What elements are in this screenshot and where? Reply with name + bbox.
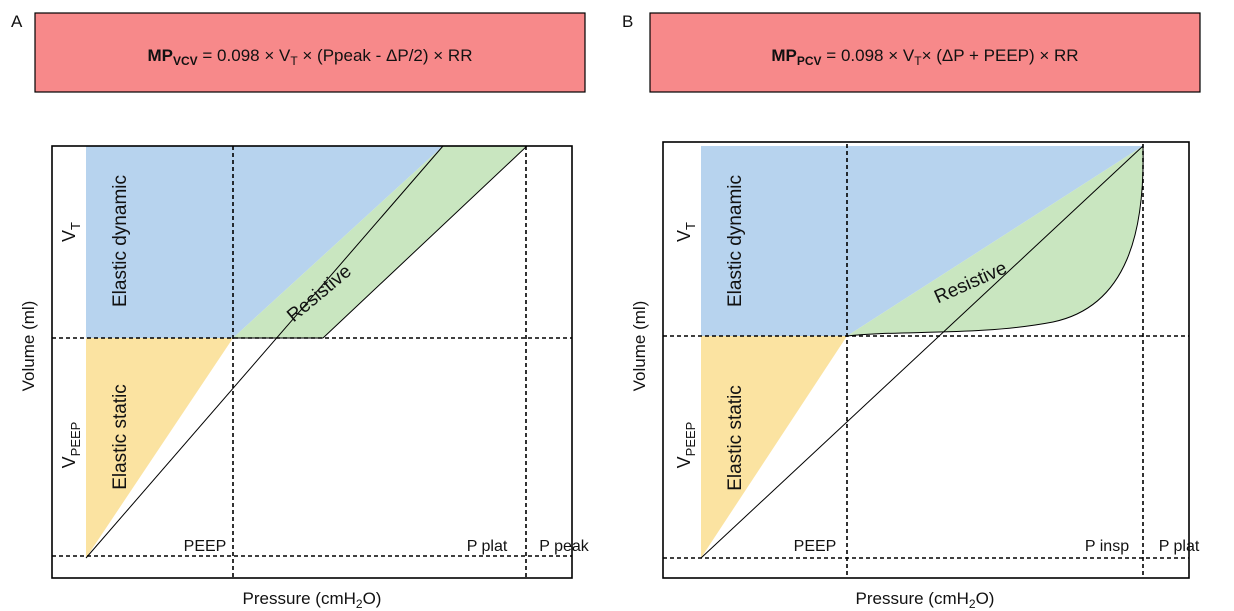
panel-a-y-axis-title: Volume (ml): [19, 301, 38, 392]
panel-a-peep-tick: PEEP: [184, 538, 227, 555]
panel-b-elastic-dynamic-label: Elastic dynamic: [725, 175, 746, 307]
panel-b-pplat-tick: P plat: [1159, 538, 1200, 555]
panel-a: A MPVCV = 0.098 × VT × (Ppeak - ΔP/2) × …: [11, 12, 590, 611]
panel-a-vt-label: VT: [59, 222, 83, 242]
panel-b-vt-label: VT: [674, 222, 698, 242]
panel-b-peep-tick: PEEP: [794, 538, 837, 555]
panel-a-vpeep-label: VPEEP: [59, 422, 83, 469]
panel-b-elastic-static-label: Elastic static: [725, 385, 746, 491]
panel-a-ppeak-tick: P peak: [539, 538, 590, 555]
panel-b-y-axis-title: Volume (ml): [630, 301, 649, 392]
panel-b-letter: B: [622, 12, 633, 31]
panel-a-elastic-dynamic-label: Elastic dynamic: [110, 175, 131, 307]
panel-b-x-axis-title: Pressure (cmH2O): [856, 589, 995, 611]
panel-b-pinsp-tick: P insp: [1085, 538, 1129, 555]
panel-a-elastic-static-region: [86, 338, 233, 558]
panel-a-elastic-static-label: Elastic static: [110, 384, 131, 490]
panel-a-x-axis-title: Pressure (cmH2O): [243, 589, 382, 611]
panel-b-vpeep-label: VPEEP: [674, 422, 698, 469]
panel-b-elastic-static-region: [701, 336, 847, 558]
panel-a-pplat-tick: P plat: [467, 538, 508, 555]
panel-b: B MPPCV = 0.098 × VT× (ΔP + PEEP) × RR E…: [622, 12, 1200, 611]
panel-a-letter: A: [11, 12, 23, 31]
